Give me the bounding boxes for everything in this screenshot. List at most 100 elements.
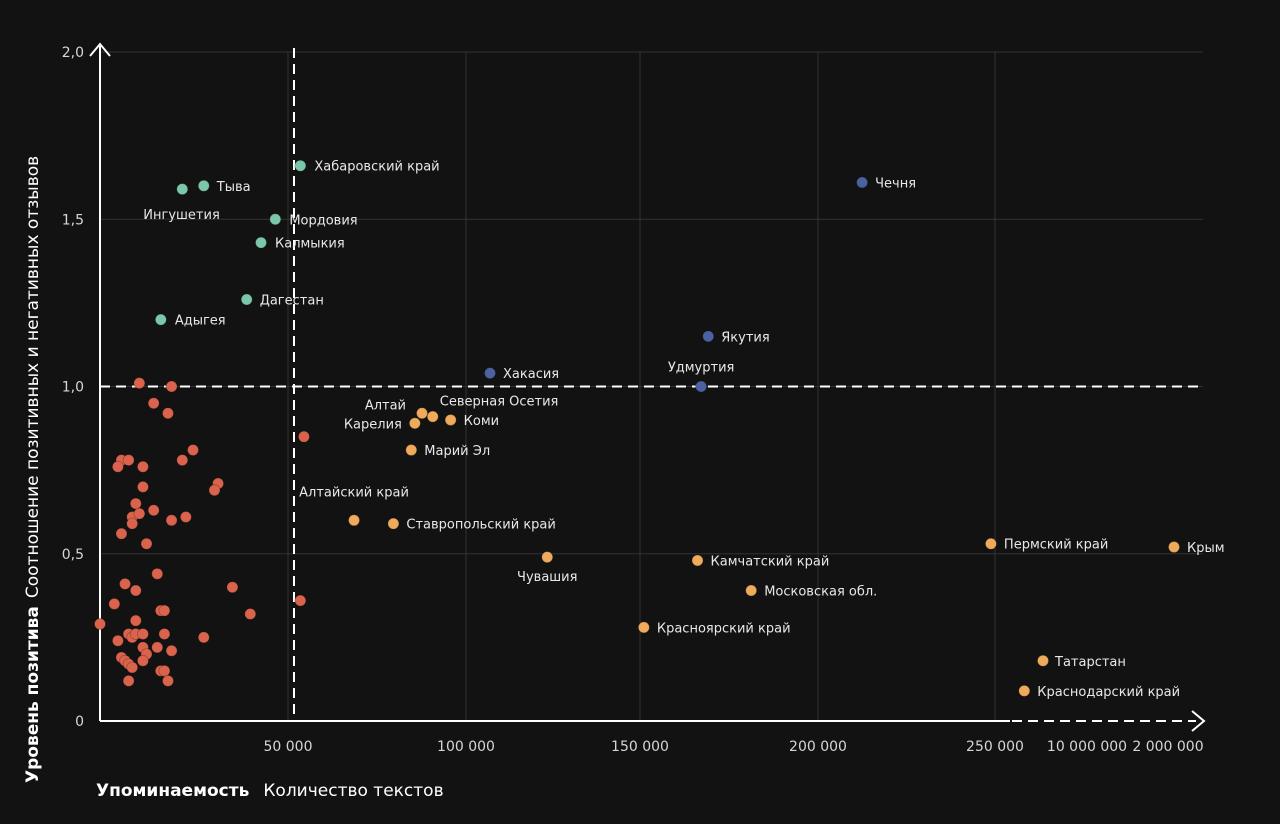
y-axis-title: Уровень позитива Соотношение позитивных и… (23, 156, 43, 783)
data-point (1018, 684, 1031, 697)
point-label: Московская обл. (764, 585, 877, 600)
y-tick-label: 0 (75, 714, 84, 730)
data-point (133, 507, 146, 520)
data-point (856, 176, 869, 189)
data-point (408, 417, 421, 430)
data-point (444, 414, 457, 426)
data-point (162, 407, 174, 420)
data-point (985, 537, 997, 550)
data-point (1168, 541, 1180, 553)
point-label: Чувашия (517, 570, 577, 585)
point-label: Удмуртия (668, 361, 735, 376)
data-point (240, 293, 253, 306)
x-ticks: 50 000 100 000 150 000 200 000 250 000 10 000… (264, 739, 1204, 755)
axes (89, 42, 1206, 732)
y-tick-label: 1,5 (62, 212, 84, 228)
data-point (244, 608, 257, 620)
point-label: Адыгея (175, 314, 226, 329)
point-label: Камчатский край (711, 554, 830, 569)
data-point (133, 377, 146, 390)
data-point (126, 517, 139, 530)
data-point (255, 236, 267, 249)
data-point (94, 618, 106, 630)
data-point (426, 410, 439, 423)
data-point (197, 631, 210, 644)
x-axis-arrow (1191, 710, 1206, 732)
data-point (129, 584, 142, 597)
y-tick-label: 2,0 (62, 45, 84, 61)
data-point (405, 444, 418, 456)
data-point (119, 577, 131, 590)
data-point (147, 504, 160, 517)
point-label: Алтайский край (299, 485, 409, 500)
x-tick-label: 200 000 (789, 739, 847, 755)
data-point (484, 367, 496, 380)
data-point (162, 674, 174, 687)
point-label: Алтай (365, 398, 406, 413)
data-point (176, 183, 189, 196)
x-tick-label: 10 000 000 (1047, 739, 1127, 755)
data-point (111, 460, 124, 473)
data-point (165, 644, 178, 657)
point-label: Северная Осетия (440, 395, 559, 410)
data-point (137, 460, 149, 473)
data-point (176, 454, 189, 466)
data-point (158, 604, 171, 617)
data-point (387, 517, 400, 530)
point-label: Краснодарский край (1037, 685, 1180, 700)
point-label: Хакасия (503, 367, 559, 382)
data-point (179, 511, 192, 523)
point-label: Чечня (875, 176, 916, 191)
data-point (129, 497, 142, 510)
data-point (1037, 654, 1049, 667)
data-point (108, 598, 121, 610)
data-point (165, 514, 178, 527)
data-point (637, 621, 650, 634)
data-point (147, 397, 160, 410)
data-point (126, 661, 139, 674)
data-point (187, 444, 199, 456)
data-point (208, 484, 221, 497)
point-label: Коми (464, 414, 499, 429)
point-label: Дагестан (260, 294, 324, 309)
data-point (122, 674, 135, 687)
point-label: Карелия (344, 417, 402, 432)
y-tick-label: 0,5 (62, 547, 84, 563)
data-point (158, 628, 171, 640)
x-axis-title-rest: Количество текстов (263, 781, 443, 801)
data-point (745, 584, 758, 597)
data-point (165, 380, 178, 393)
x-tick-label: 2 000 000 (1132, 739, 1203, 755)
y-axis-arrow (89, 42, 111, 57)
x-tick-label: 50 000 (264, 739, 313, 755)
y-tick-label: 1,0 (62, 380, 84, 396)
x-tick-label: 250 000 (966, 739, 1024, 755)
data-point (140, 537, 153, 550)
data-point (129, 614, 142, 627)
data-point (702, 330, 715, 343)
data-point (226, 581, 239, 594)
data-points (94, 159, 1180, 697)
point-label: Тыва (216, 180, 251, 195)
point-label: Калмыкия (275, 237, 345, 252)
data-point (137, 628, 149, 640)
data-point (154, 313, 167, 326)
point-label: Татарстан (1054, 655, 1126, 670)
y-ticks: 0 0,5 1,0 1,5 2,0 (62, 45, 84, 730)
point-label: Якутия (721, 330, 769, 345)
data-point (269, 213, 282, 226)
data-point (197, 179, 210, 192)
point-labels: Хабаровский край Тыва Ингушетия Мордовия Кал… (143, 160, 1224, 700)
point-label: Пермский край (1004, 538, 1108, 553)
data-point (137, 654, 149, 667)
reference-lines (100, 48, 1203, 721)
x-tick-label: 100 000 (437, 739, 495, 755)
data-point (122, 454, 135, 466)
x-axis-title-bold: Упоминаемость (96, 781, 249, 801)
data-point (115, 527, 128, 540)
point-label: Ставропольский край (406, 518, 555, 533)
point-label: Хабаровский край (314, 160, 439, 175)
x-axis-title: Упоминаемость Количество текстов (96, 781, 444, 801)
data-point (541, 551, 554, 563)
